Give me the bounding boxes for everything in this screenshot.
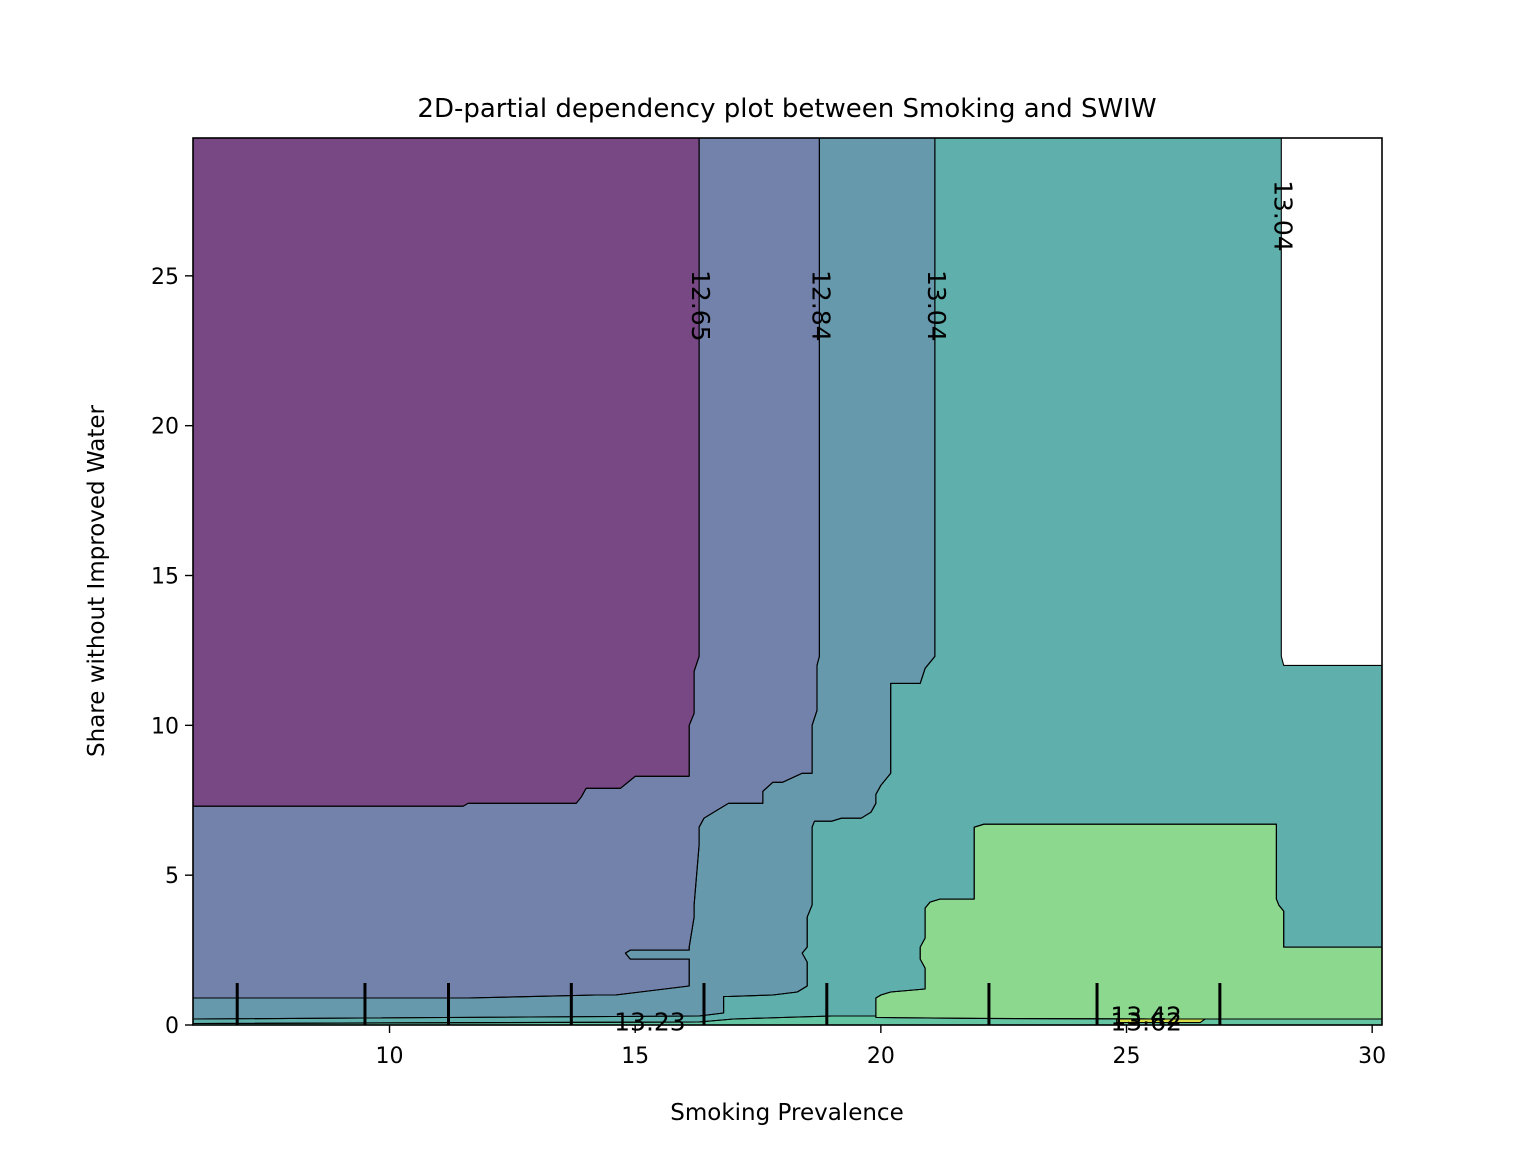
y-tick-label: 0 [165, 1014, 179, 1039]
contour-label: 13.62 [1110, 1008, 1182, 1037]
contour-lines [193, 138, 1382, 1025]
x-axis-ticks: 10 15 20 25 30 [376, 1025, 1386, 1069]
contour-region-12-46 [193, 138, 700, 807]
contour-label: 13.23 [614, 1008, 686, 1037]
y-tick-label: 5 [165, 864, 179, 889]
y-axis-ticks: 0 5 10 15 20 25 [151, 265, 193, 1039]
contour-region-13-62 [1116, 1019, 1206, 1023]
x-tick-label: 20 [867, 1044, 895, 1069]
chart-title: 2D-partial dependency plot between Smoki… [417, 94, 1156, 124]
x-axis-label: Smoking Prevalence [670, 1100, 903, 1126]
x-tick-label: 15 [621, 1044, 649, 1069]
y-axis-label: Share without Improved Water [84, 404, 110, 756]
y-tick-label: 15 [151, 565, 179, 590]
contour-label: 12.65 [686, 270, 715, 342]
contour-region-12-84 [193, 138, 935, 1019]
contour-fill-regions [193, 138, 1382, 1025]
y-tick-label: 10 [151, 714, 179, 739]
contour-label: 12.84 [806, 270, 835, 342]
contour-label: 13.04 [922, 270, 951, 342]
y-tick-label: 20 [151, 415, 179, 440]
x-tick-label: 10 [376, 1044, 404, 1069]
plot-frame [192, 137, 1383, 1026]
y-tick-label: 25 [151, 265, 179, 290]
contour-region-12-65 [193, 138, 820, 998]
contour-region-13-04 [193, 138, 1382, 1024]
x-tick-label: 30 [1358, 1044, 1386, 1069]
x-tick-label: 25 [1113, 1044, 1141, 1069]
contour-line-13-42 [875, 823, 1382, 1020]
contour-line-13-62 [1116, 1018, 1206, 1024]
rug-ticks [235, 983, 1222, 1025]
contour-region-13-42 [875, 824, 1382, 1019]
contour-label: 13.04 [1268, 180, 1297, 252]
